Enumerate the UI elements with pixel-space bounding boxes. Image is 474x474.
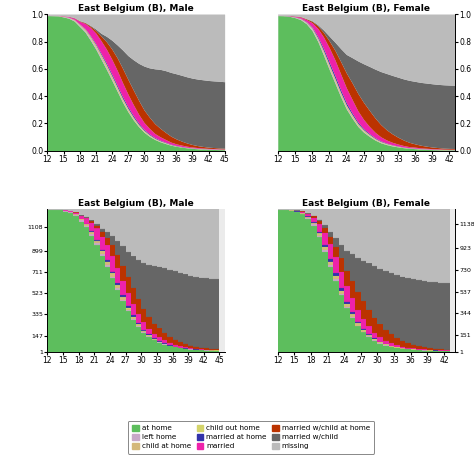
Legend: at home, left home, child at home, child out home, married at home, married, mar: at home, left home, child at home, child… bbox=[128, 420, 374, 454]
Title: East Belgium (B), Male: East Belgium (B), Male bbox=[78, 199, 194, 208]
Title: East Belgium (B), Male: East Belgium (B), Male bbox=[78, 4, 194, 13]
Title: East Belgium (B), Female: East Belgium (B), Female bbox=[302, 199, 430, 208]
Title: East Belgium (B), Female: East Belgium (B), Female bbox=[302, 4, 430, 13]
